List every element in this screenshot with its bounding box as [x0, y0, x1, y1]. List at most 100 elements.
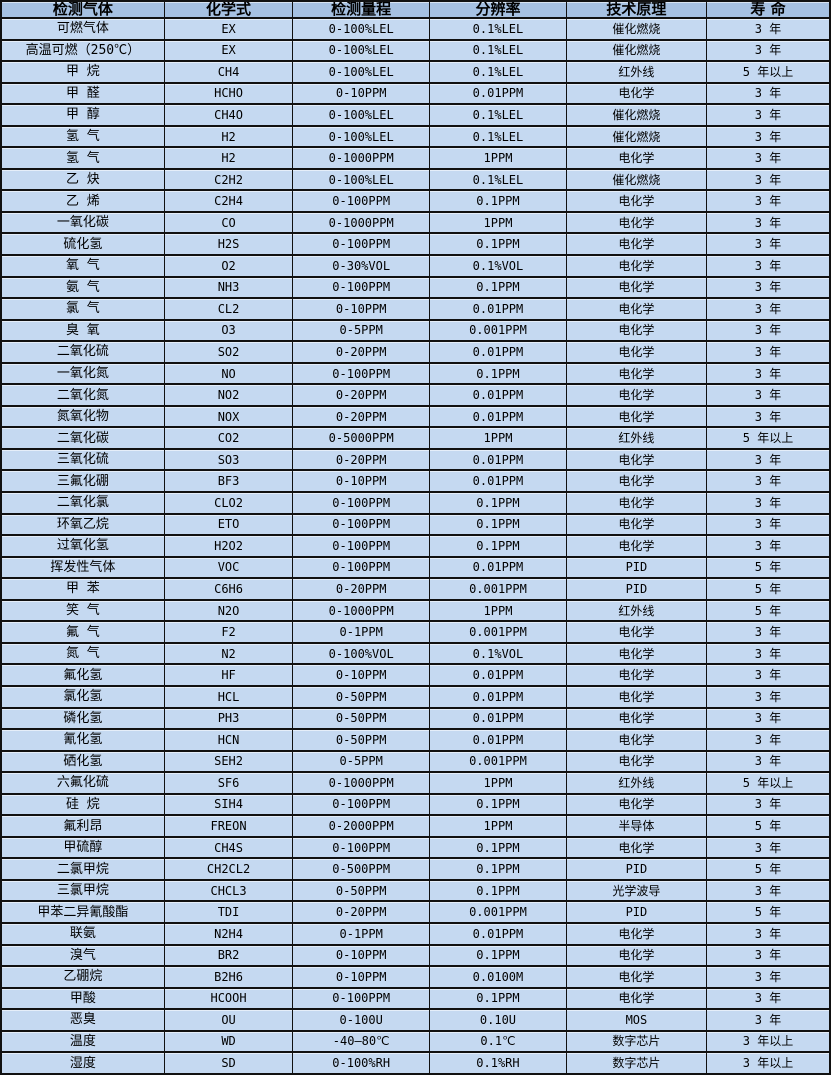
chemical-formula-cell: CO — [163, 210, 294, 235]
table-row: 二氧化氮 NO2 0-20PPM 0.01PPM 电化学 3 年 — [0, 383, 831, 407]
technology-cell: 催化燃烧 — [565, 167, 707, 192]
table-row: 氯 气 CL2 0-10PPM 0.01PPM 电化学 3 年 — [0, 297, 831, 321]
gas-name-cell: 二氧化碳 — [0, 426, 165, 450]
table-row: 甲 苯 C6H6 0-20PPM 0.001PPM PID 5 年 — [0, 577, 831, 601]
technology-cell: 电化学 — [565, 297, 707, 321]
technology-cell: 催化燃烧 — [565, 17, 707, 41]
chemical-formula-cell: NOX — [163, 404, 294, 429]
resolution-cell: 0.1PPM — [429, 512, 567, 537]
table-row: 六氟化硫 SF6 0-1000PPM 1PPM 红外线 5 年以上 — [0, 771, 831, 795]
detection-range-cell: 0-100%LEL — [292, 124, 431, 149]
table-row: 乙 炔 C2H2 0-100%LEL 0.1%LEL 催化燃烧 3 年 — [0, 167, 831, 192]
chemical-formula-cell: HCN — [163, 728, 294, 752]
detection-range-cell: 0-10PPM — [292, 965, 431, 989]
technology-cell: 数字芯片 — [565, 1051, 707, 1075]
chemical-formula-cell: ETO — [163, 512, 294, 537]
technology-cell: 催化燃烧 — [565, 124, 707, 149]
gas-name-cell: 硅 烷 — [0, 792, 165, 817]
detection-range-cell: 0-20PPM — [292, 404, 431, 429]
lifespan-cell: 3 年 — [705, 728, 831, 752]
detection-range-cell: 0-1PPM — [292, 620, 431, 644]
technology-cell: 电化学 — [565, 340, 707, 364]
detection-range-cell: 0-500PPM — [292, 857, 431, 881]
technology-cell: 电化学 — [565, 447, 707, 472]
technology-cell: 电化学 — [565, 835, 707, 860]
gas-name-cell: 溴气 — [0, 943, 165, 968]
lifespan-cell: 3 年 — [705, 943, 831, 968]
resolution-cell: 0.1PPM — [429, 835, 567, 860]
lifespan-cell: 3 年 — [705, 512, 831, 537]
gas-name-cell: 二氧化氮 — [0, 383, 165, 407]
resolution-cell: 0.01PPM — [429, 404, 567, 429]
table-row: 可燃气体 EX 0-100%LEL 0.1%LEL 催化燃烧 3 年 — [0, 17, 831, 41]
detection-range-cell: 0-5PPM — [292, 749, 431, 774]
gas-name-cell: 过氧化氢 — [0, 534, 165, 558]
detection-range-cell: 0-10PPM — [292, 663, 431, 687]
chemical-formula-cell: CH4S — [163, 835, 294, 860]
gas-name-cell: 氰化氢 — [0, 728, 165, 752]
resolution-cell: 1PPM — [429, 210, 567, 235]
chemical-formula-cell: HCHO — [163, 81, 294, 106]
gas-name-cell: 一氧化氮 — [0, 361, 165, 386]
chemical-formula-cell: NO2 — [163, 383, 294, 407]
table-row: 氰化氢 HCN 0-50PPM 0.01PPM 电化学 3 年 — [0, 728, 831, 752]
lifespan-cell: 5 年 — [705, 900, 831, 924]
resolution-cell: 0.1PPM — [429, 943, 567, 968]
detection-range-cell: 0-1000PPM — [292, 598, 431, 623]
lifespan-cell: 5 年 — [705, 857, 831, 881]
technology-cell: 电化学 — [565, 383, 707, 407]
chemical-formula-cell: H2 — [163, 146, 294, 170]
resolution-cell: 0.001PPM — [429, 620, 567, 644]
lifespan-cell: 3 年以上 — [705, 1029, 831, 1054]
chemical-formula-cell: CL2 — [163, 297, 294, 321]
resolution-cell: 0.01PPM — [429, 663, 567, 687]
detection-range-cell: 0-100%LEL — [292, 60, 431, 84]
chemical-formula-cell: CO2 — [163, 426, 294, 450]
technology-cell: 催化燃烧 — [565, 38, 707, 63]
table-row: 臭 氧 O3 0-5PPM 0.001PPM 电化学 3 年 — [0, 318, 831, 343]
chemical-formula-cell: C2H2 — [163, 167, 294, 192]
chemical-formula-cell: NO — [163, 361, 294, 386]
lifespan-cell: 3 年 — [705, 275, 831, 300]
resolution-cell: 0.01PPM — [429, 447, 567, 472]
detection-range-cell: 0-100%VOL — [292, 641, 431, 666]
gas-name-cell: 氟化氢 — [0, 663, 165, 687]
gas-name-cell: 环氧乙烷 — [0, 512, 165, 537]
gas-name-cell: 氯化氢 — [0, 684, 165, 709]
detection-range-cell: 0-100%LEL — [292, 17, 431, 41]
resolution-cell: 0.01PPM — [429, 81, 567, 106]
detection-range-cell: 0-5000PPM — [292, 426, 431, 450]
table-row: 乙 烯 C2H4 0-100PPM 0.1PPM 电化学 3 年 — [0, 189, 831, 213]
resolution-cell: 0.01PPM — [429, 555, 567, 580]
gas-name-cell: 甲酸 — [0, 986, 165, 1011]
chemical-formula-cell: H2O2 — [163, 534, 294, 558]
detection-range-cell: 0-100%LEL — [292, 38, 431, 63]
chemical-formula-cell: CLO2 — [163, 491, 294, 515]
gas-name-cell: 三氯甲烷 — [0, 878, 165, 903]
chemical-formula-cell: F2 — [163, 620, 294, 644]
table-row: 高温可燃（250℃） EX 0-100%LEL 0.1%LEL 催化燃烧 3 年 — [0, 38, 831, 63]
technology-cell: PID — [565, 577, 707, 601]
technology-cell: 红外线 — [565, 771, 707, 795]
resolution-cell: 0.10U — [429, 1008, 567, 1032]
resolution-cell: 0.0100M — [429, 965, 567, 989]
gas-name-cell: 氨 气 — [0, 275, 165, 300]
gas-name-cell: 笑 气 — [0, 598, 165, 623]
table-row: 乙硼烷 B2H6 0-10PPM 0.0100M 电化学 3 年 — [0, 965, 831, 989]
technology-cell: 电化学 — [565, 491, 707, 515]
table-row: 甲硫醇 CH4S 0-100PPM 0.1PPM 电化学 3 年 — [0, 835, 831, 860]
lifespan-cell: 3 年 — [705, 792, 831, 817]
technology-cell: 电化学 — [565, 232, 707, 256]
table-row: 温度 WD -40—80℃ 0.1℃ 数字芯片 3 年以上 — [0, 1029, 831, 1054]
technology-cell: 数字芯片 — [565, 1029, 707, 1054]
lifespan-cell: 3 年 — [705, 361, 831, 386]
detection-range-cell: 0-100PPM — [292, 986, 431, 1011]
resolution-cell: 0.01PPM — [429, 469, 567, 494]
lifespan-cell: 3 年 — [705, 210, 831, 235]
chemical-formula-cell: SO3 — [163, 447, 294, 472]
gas-name-cell: 甲 醛 — [0, 81, 165, 106]
table-row: 氮氧化物 NOX 0-20PPM 0.01PPM 电化学 3 年 — [0, 404, 831, 429]
detection-range-cell: 0-100PPM — [292, 232, 431, 256]
technology-cell: 电化学 — [565, 706, 707, 731]
